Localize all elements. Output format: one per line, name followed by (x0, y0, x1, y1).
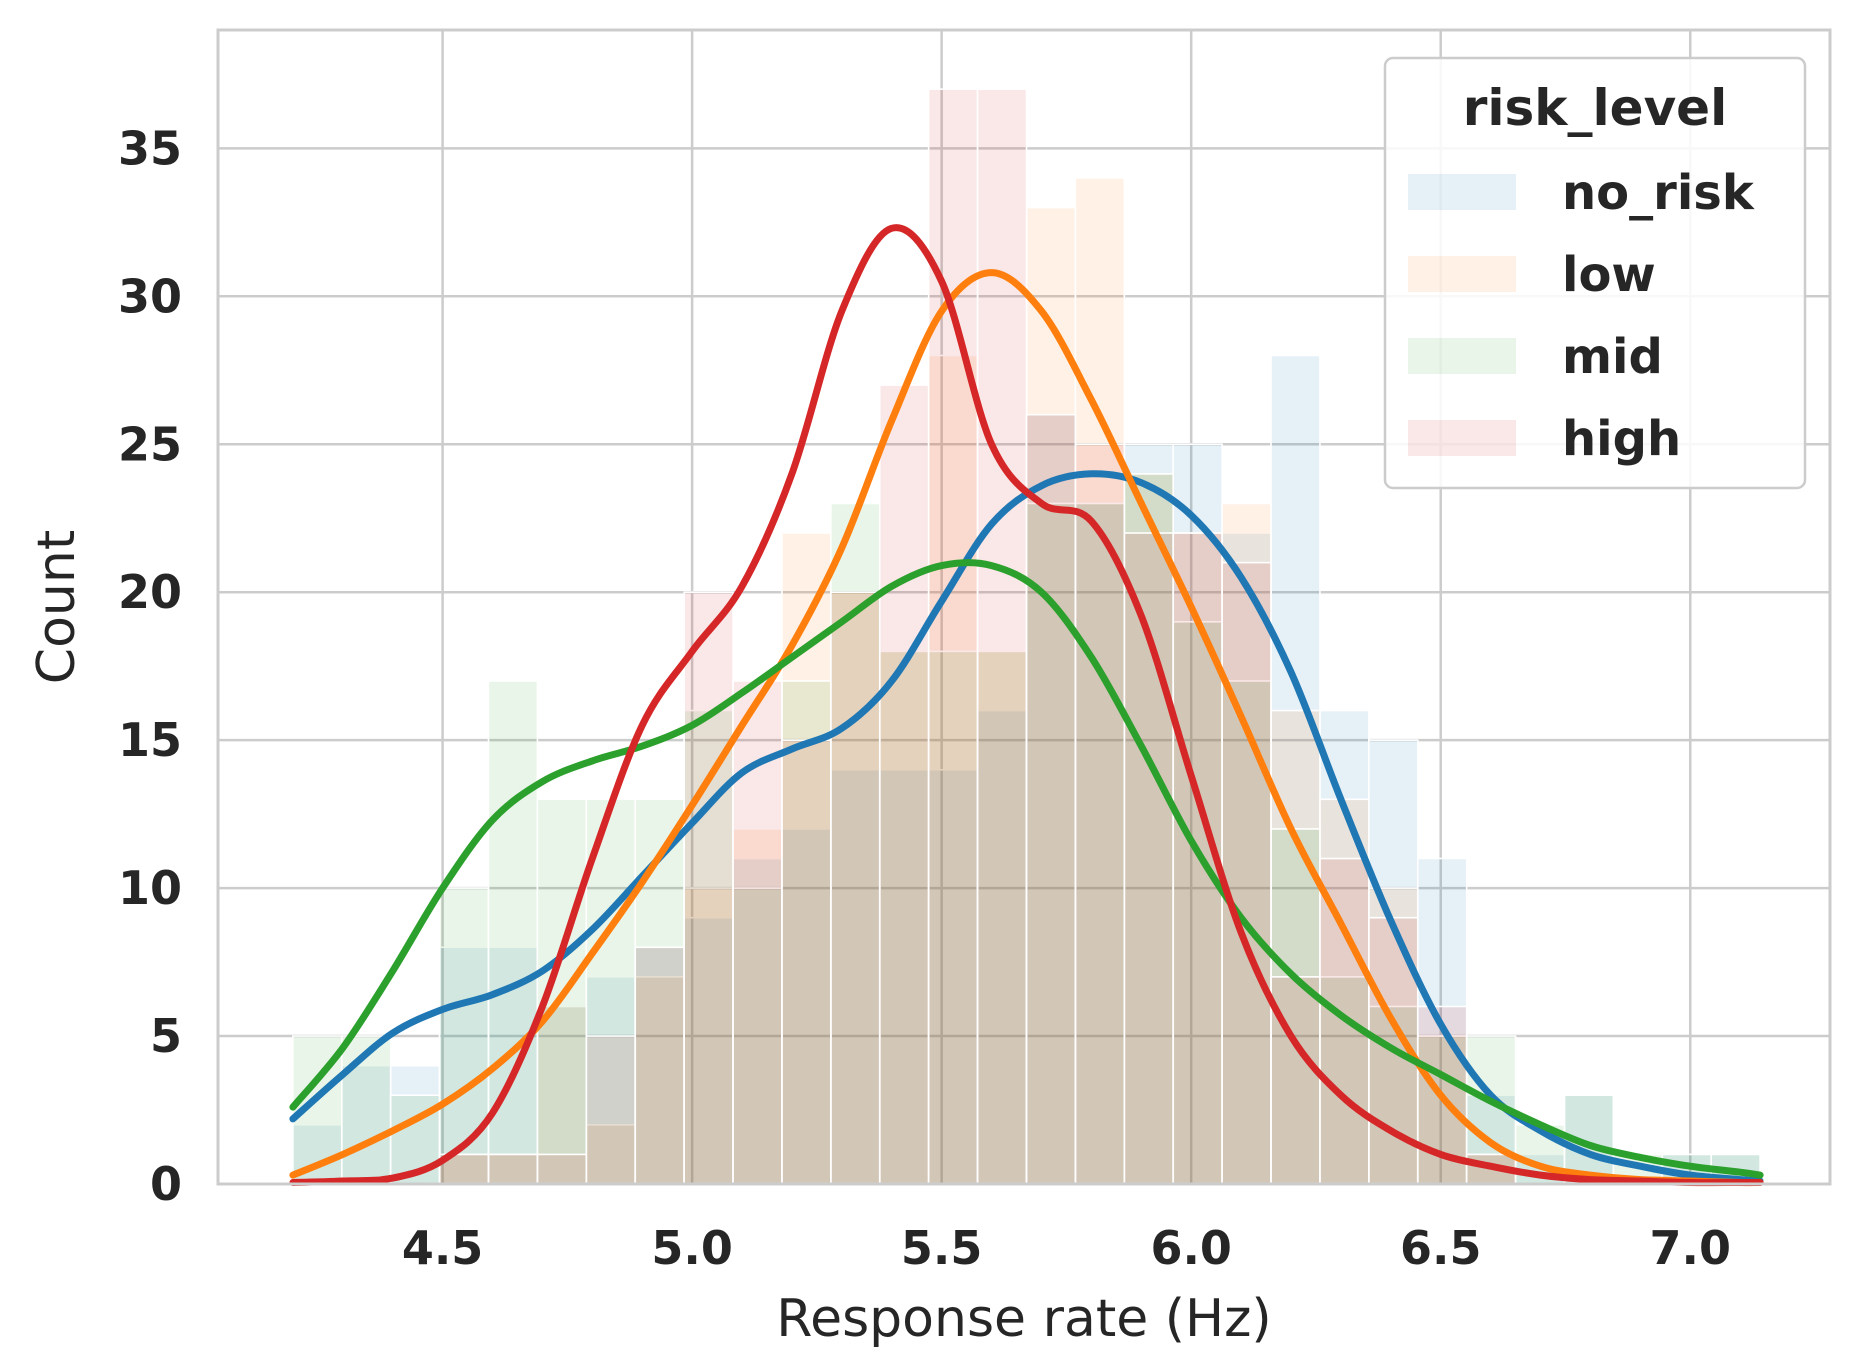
y-tick-label: 20 (118, 565, 182, 619)
y-tick-label: 30 (118, 269, 182, 323)
bar-high (927, 88, 979, 1185)
plot-frame (216, 28, 1832, 1186)
bar-no_risk (1319, 709, 1370, 1185)
bar-mid (1270, 828, 1321, 1185)
bar-high (487, 1153, 539, 1185)
bar-no_risk (976, 709, 1028, 1185)
x-tick-label: 5.0 (651, 1221, 733, 1275)
bar-high (976, 88, 1028, 1185)
bar-mid (585, 798, 637, 1185)
bar-no_risk (585, 976, 637, 1185)
bar-low (781, 532, 832, 1185)
bar-high (1025, 413, 1077, 1185)
bar-high (1221, 561, 1272, 1185)
bar-no_risk (1025, 413, 1077, 1185)
x-tick-label: 6.0 (1150, 1221, 1232, 1275)
y-tick-label: 10 (118, 861, 182, 915)
x-tick-label: 5.5 (901, 1221, 983, 1275)
bar-high (683, 591, 734, 1185)
legend-item-mid: mid (1408, 329, 1663, 385)
x-axis-title: Response rate (Hz) (776, 1289, 1271, 1349)
legend-title: risk_level (1463, 79, 1728, 137)
legend-swatch (1408, 420, 1516, 456)
y-tick-label: 0 (150, 1157, 182, 1211)
legend-item-low: low (1408, 247, 1656, 303)
legend-label: low (1562, 247, 1656, 303)
bar-high (585, 1035, 637, 1185)
y-tick-label: 5 (150, 1009, 182, 1063)
bar-mid (1172, 620, 1223, 1185)
bar-no_risk (683, 916, 734, 1185)
bar-low (976, 650, 1028, 1185)
bar-mid (878, 650, 930, 1185)
bar-high (830, 591, 881, 1185)
y-tick-label: 25 (118, 417, 182, 471)
bar-mid (438, 887, 490, 1185)
kde-line-mid (289, 559, 1764, 1179)
kde-line-low (289, 269, 1764, 1187)
bar-no_risk (1074, 502, 1126, 1185)
legend-swatch (1408, 338, 1516, 374)
legend-swatch (1408, 256, 1516, 292)
bar-mid (781, 680, 832, 1185)
bar-low (830, 591, 881, 1185)
bar-high (634, 946, 685, 1185)
legend-label: no_risk (1562, 165, 1755, 221)
legend-box (1383, 56, 1807, 490)
bar-mid (1465, 1035, 1517, 1185)
bar-mid (634, 798, 685, 1185)
x-tick-label: 4.5 (402, 1221, 484, 1275)
y-tick-label: 35 (118, 121, 182, 175)
legend-swatch (1408, 174, 1516, 210)
bar-high (536, 1153, 588, 1185)
y-tick-labels: 0 5 10 15 20 25 30 35 (118, 121, 182, 1211)
x-tick-label: 7.0 (1650, 1221, 1732, 1275)
legend-item-no_risk: no_risk (1408, 165, 1755, 221)
x-tick-label: 6.5 (1400, 1221, 1482, 1275)
bar-high (781, 739, 832, 1185)
kde-curves (289, 224, 1764, 1187)
legend-label: mid (1562, 329, 1663, 385)
y-tick-label: 15 (118, 713, 182, 767)
legend-item-high: high (1408, 411, 1681, 467)
legend-label: high (1562, 411, 1681, 467)
kde-line-high (289, 224, 1764, 1187)
bar-high (878, 384, 930, 1185)
bars-mid (292, 473, 1761, 1185)
bar-high (1074, 443, 1126, 1185)
bar-no_risk (781, 828, 832, 1185)
bar-low (1025, 206, 1077, 1185)
y-axis-title: Count (27, 530, 87, 684)
x-tick-labels: 4.5 5.0 5.5 6.0 6.5 7.0 (402, 1221, 1731, 1275)
